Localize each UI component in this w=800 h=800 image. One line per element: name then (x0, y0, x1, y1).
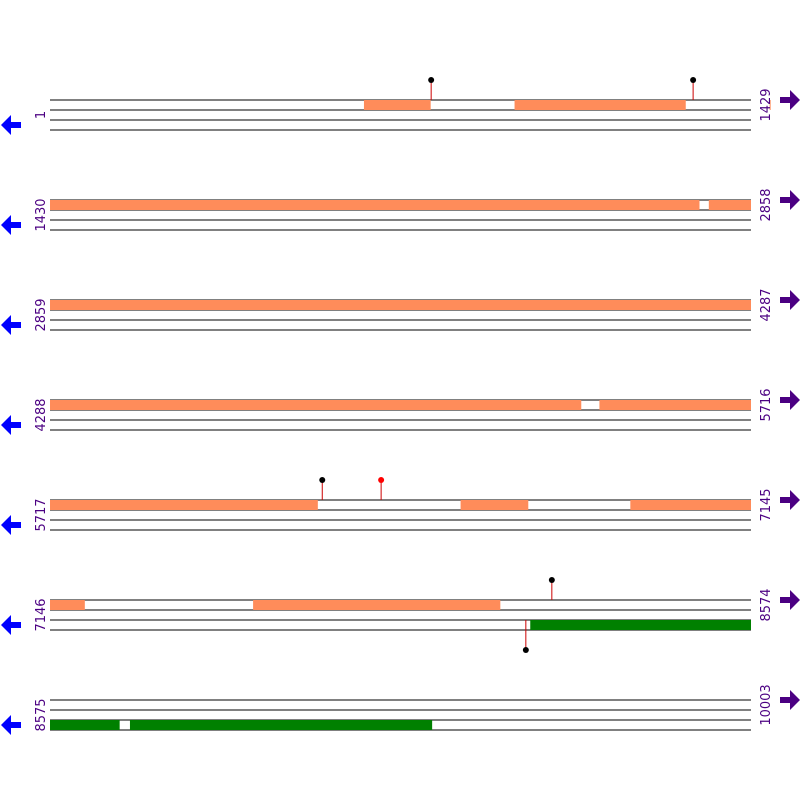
arrow-right-icon[interactable] (780, 90, 800, 110)
orf-segment-top (50, 200, 700, 210)
orf-segment-top (253, 600, 501, 610)
orf-segment-top (50, 500, 318, 510)
arrow-left-icon[interactable] (1, 115, 21, 135)
row-end-label: 1429 (759, 88, 774, 121)
site-marker (319, 477, 326, 483)
row-end-label: 2858 (759, 188, 774, 221)
arrow-left-icon[interactable] (1, 215, 21, 235)
orf-segment-top (599, 400, 751, 410)
row-end-label: 8574 (759, 588, 774, 621)
orf-segment-bottom (50, 720, 120, 730)
arrow-right-icon[interactable] (780, 490, 800, 510)
arrow-right-icon[interactable] (780, 590, 800, 610)
orf-segment-top (769, 100, 771, 110)
orf-segment-top (514, 100, 686, 110)
site-marker (548, 577, 555, 583)
arrow-right-icon[interactable] (780, 690, 800, 710)
arrow-left-icon[interactable] (1, 615, 21, 635)
row-start-label: 7146 (34, 598, 49, 631)
orf-segment-top (708, 200, 751, 210)
orf-segment-bottom (129, 720, 433, 730)
arrow-right-icon[interactable] (780, 290, 800, 310)
orf-segment-top (460, 500, 529, 510)
row-start-label: 1 (34, 111, 49, 119)
arrow-left-icon[interactable] (1, 415, 21, 435)
row-start-label: 1430 (34, 198, 49, 231)
row-start-label: 4288 (34, 398, 49, 431)
site-marker (690, 77, 697, 83)
arrow-left-icon[interactable] (1, 315, 21, 335)
arrow-right-icon[interactable] (780, 390, 800, 410)
row-end-label: 7145 (759, 488, 774, 521)
orf-segment-top (630, 500, 751, 510)
row-start-label: 2859 (34, 298, 49, 331)
orf-segment-top (50, 300, 751, 310)
orf-segment-top (50, 600, 85, 610)
row-start-label: 5717 (34, 498, 49, 531)
row-end-label: 4287 (759, 288, 774, 321)
orf-segment-top (50, 400, 582, 410)
row-end-label: 10003 (759, 684, 774, 725)
site-marker (378, 477, 385, 483)
site-marker (522, 647, 529, 653)
arrow-left-icon[interactable] (1, 715, 21, 735)
orf-segment-top (363, 100, 431, 110)
row-start-label: 8575 (34, 698, 49, 731)
row-end-label: 5716 (759, 388, 774, 421)
site-marker (428, 77, 435, 83)
orf-segment-bottom (530, 620, 751, 630)
arrow-left-icon[interactable] (1, 515, 21, 535)
arrow-right-icon[interactable] (780, 190, 800, 210)
